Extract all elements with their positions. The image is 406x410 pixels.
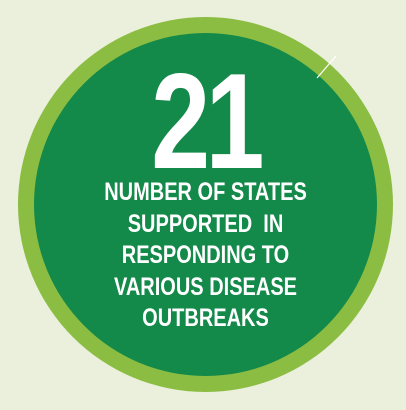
stat-caption: NUMBER OF STATES SUPPORTED IN RESPONDING… — [68, 177, 342, 335]
inner-disc — [34, 33, 377, 376]
caption-line: SUPPORTED IN — [127, 209, 284, 238]
caption-line: OUTBREAKS — [142, 304, 269, 332]
stat-number: 21 — [151, 45, 264, 197]
caption-line: RESPONDING TO — [121, 241, 290, 269]
stat-content: 21 NUMBER OF STATES SUPPORTED IN RESPOND… — [34, 33, 377, 376]
caption-line: VARIOUS DISEASE — [114, 272, 297, 301]
caption-line: NUMBER OF STATES — [104, 178, 307, 206]
